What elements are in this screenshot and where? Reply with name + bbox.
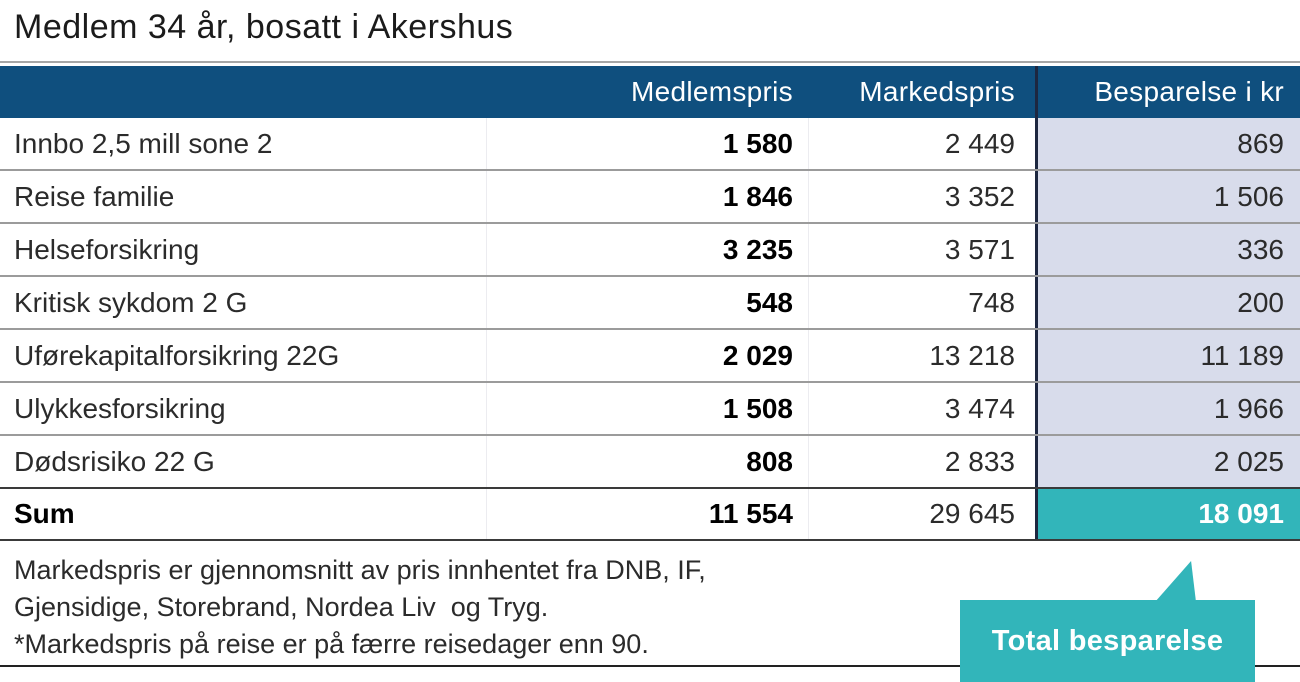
table-header-row: Medlemspris Markedspris Besparelse i kr <box>0 66 1300 118</box>
table-row: Dødsrisiko 22 G 808 2 833 2 025 <box>0 436 1300 489</box>
row-label: Reise familie <box>14 180 175 212</box>
markedspris-cell: 2 833 <box>808 436 1035 487</box>
markedspris-cell: 3 474 <box>808 383 1035 434</box>
table-row: Ulykkesforsikring 1 508 3 474 1 966 <box>0 383 1300 436</box>
table-row: Helseforsikring 3 235 3 571 336 <box>0 224 1300 277</box>
markedspris-cell: 3 352 <box>808 171 1035 222</box>
column-header-product <box>0 66 486 118</box>
markedspris-cell: 13 218 <box>808 330 1035 381</box>
medlemspris-cell: 3 235 <box>486 224 808 275</box>
besparelse-cell: 336 <box>1035 224 1300 275</box>
markedspris-cell: 3 571 <box>808 224 1035 275</box>
medlemspris-cell: 548 <box>486 277 808 328</box>
besparelse-cell: 1 966 <box>1035 383 1300 434</box>
page-title: Medlem 34 år, bosatt i Akershus <box>14 8 514 46</box>
markedspris-cell: 2 449 <box>808 118 1035 169</box>
besparelse-cell: 1 506 <box>1035 171 1300 222</box>
medlemspris-cell: 1 580 <box>486 118 808 169</box>
table-body: Innbo 2,5 mill sone 2 1 580 2 449 869 Re… <box>0 118 1300 541</box>
table-row: Reise familie 1 846 3 352 1 506 <box>0 171 1300 224</box>
footnote-line-2: Gjensidige, Storebrand, Nordea Liv og Tr… <box>14 592 549 622</box>
callout-pointer-icon <box>1155 561 1196 602</box>
sum-label: Sum <box>14 498 75 529</box>
besparelse-cell: 200 <box>1035 277 1300 328</box>
sum-besparelse-cell: 18 091 <box>1035 489 1300 539</box>
besparelse-cell: 11 189 <box>1035 330 1300 381</box>
besparelse-cell: 2 025 <box>1035 436 1300 487</box>
table-top-rule <box>0 61 1300 63</box>
markedspris-cell: 748 <box>808 277 1035 328</box>
table-row: Kritisk sykdom 2 G 548 748 200 <box>0 277 1300 330</box>
column-header-markedspris: Markedspris <box>859 76 1015 107</box>
medlemspris-cell: 1 846 <box>486 171 808 222</box>
row-label: Dødsrisiko 22 G <box>14 445 215 477</box>
bottom-rule <box>0 665 1300 667</box>
medlemspris-cell: 808 <box>486 436 808 487</box>
table-sum-row: Sum 11 554 29 645 18 091 <box>0 489 1300 541</box>
footnote-line-3: *Markedspris på reise er på færre reised… <box>14 629 649 659</box>
row-label: Uførekapitalforsikring 22G <box>14 339 340 371</box>
row-label: Helseforsikring <box>14 233 200 265</box>
medlemspris-cell: 2 029 <box>486 330 808 381</box>
medlemspris-cell: 1 508 <box>486 383 808 434</box>
row-label: Innbo 2,5 mill sone 2 <box>14 127 273 159</box>
column-header-besparelse: Besparelse i kr <box>1035 66 1300 118</box>
sum-medlemspris-cell: 11 554 <box>486 489 808 539</box>
table-row: Innbo 2,5 mill sone 2 1 580 2 449 869 <box>0 118 1300 171</box>
besparelse-cell: 869 <box>1035 118 1300 169</box>
row-label: Ulykkesforsikring <box>14 392 226 424</box>
callout-label: Total besparelse <box>991 624 1224 657</box>
table-row: Uførekapitalforsikring 22G 2 029 13 218 … <box>0 330 1300 383</box>
row-label: Kritisk sykdom 2 G <box>14 286 248 318</box>
column-header-medlemspris: Medlemspris <box>630 76 793 107</box>
sum-markedspris-cell: 29 645 <box>808 489 1035 539</box>
footnote-line-1: Markedspris er gjennomsnitt av pris innh… <box>14 555 706 585</box>
total-besparelse-callout: Total besparelse <box>960 600 1255 682</box>
footnotes: Markedspris er gjennomsnitt av pris innh… <box>14 552 706 663</box>
